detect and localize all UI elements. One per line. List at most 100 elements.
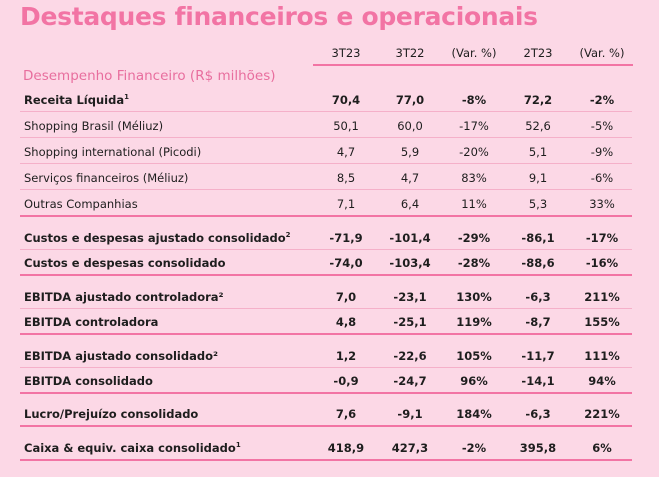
table-cell: 72,2 (523, 93, 553, 107)
table-cell: 94% (588, 374, 616, 388)
table-cell: -101,4 (389, 231, 431, 245)
table-row: Custos e despesas consolidado -74,0 -103,4… (20, 252, 632, 276)
table-cell: -25,1 (393, 315, 427, 329)
table-cell: 11% (461, 197, 487, 211)
table-cell: -11,7 (521, 349, 555, 363)
table-row: Caixa & equiv. caixa consolidado1 418,9 42… (20, 437, 632, 461)
row-label: Shopping Brasil (Méliuz) (24, 119, 164, 133)
table-cell: 130% (456, 290, 492, 304)
table-cell: 221% (584, 407, 620, 421)
table-cell: -8% (461, 93, 487, 107)
row-label: Custos e despesas consolidado (24, 256, 226, 270)
table-cell: 4,7 (336, 145, 356, 159)
page-title: Destaques financeiros e operacionais (20, 2, 538, 31)
table-cell: 6% (592, 441, 612, 455)
row-footnote: 1 (124, 93, 129, 101)
table-cell: 111% (584, 349, 620, 363)
table-cell: -17% (459, 119, 489, 133)
table-cell: 70,4 (331, 93, 361, 107)
row-label: Lucro/Prejuízo consolidado (24, 407, 199, 421)
table-cell: -6% (590, 171, 614, 185)
section-label: Desempenho Financeiro (R$ milhões) (23, 68, 276, 84)
table-cell: -0,9 (333, 374, 359, 388)
table-cell: -6,3 (525, 407, 551, 421)
column-header: 2T23 (523, 46, 553, 60)
row-label: Shopping international (Picodi) (24, 145, 202, 159)
table-row: Outras Companhias 7,1 6,4 11% 5,3 33% (20, 193, 632, 217)
table-cell: -88,6 (521, 256, 555, 270)
column-header: (Var. %) (451, 46, 497, 60)
table-cell: -20% (459, 145, 489, 159)
table-cell: -9% (590, 145, 614, 159)
table-cell: 33% (589, 197, 615, 211)
table-cell: 9,1 (528, 171, 548, 185)
column-header: (Var. %) (579, 46, 625, 60)
table-cell: -6,3 (525, 290, 551, 304)
table-cell: 52,6 (525, 119, 551, 133)
table-cell: 5,1 (528, 145, 548, 159)
table-cell: 96% (460, 374, 488, 388)
table-cell: -71,9 (329, 231, 363, 245)
table-cell: -86,1 (521, 231, 555, 245)
table-cell: 395,8 (519, 441, 557, 455)
row-label: Caixa & equiv. caixa consolidado1 (24, 441, 241, 455)
row-footnote: 1 (235, 441, 241, 449)
row-label: Outras Companhias (24, 197, 138, 211)
row-label: EBITDA ajustado consolidado² (24, 349, 219, 363)
row-label: EBITDA consolidado (24, 374, 153, 388)
table-cell: 155% (584, 315, 620, 329)
column-header: 3T23 (331, 46, 361, 60)
table-row: EBITDA ajustado consolidado² 1,2 -22,6 105%… (20, 345, 632, 368)
table-cell: 4,7 (400, 171, 420, 185)
table-cell: -103,4 (389, 256, 431, 270)
table-cell: 7,0 (335, 290, 357, 304)
row-label: Custos e despesas ajustado consolidado2 (24, 231, 291, 245)
table-row: EBITDA consolidado -0,9 -24,7 96% -14,1 94% (20, 370, 632, 394)
row-label: EBITDA ajustado controladora² (24, 290, 224, 304)
table-cell: -28% (457, 256, 491, 270)
table-cell: -14,1 (521, 374, 555, 388)
table-cell: 6,4 (400, 197, 420, 211)
table-cell: -9,1 (397, 407, 423, 421)
table-cell: -16% (585, 256, 619, 270)
table-cell: -23,1 (393, 290, 427, 304)
table-row: Custos e despesas ajustado consolidado2 -… (20, 227, 632, 250)
table-cell: -8,7 (525, 315, 551, 329)
table-cell: 105% (456, 349, 492, 363)
table-row: EBITDA controladora 4,8 -25,1 119% -8,7 155% (20, 311, 632, 335)
table-row: Shopping Brasil (Méliuz) 50,1 60,0 -17% 52,6… (20, 115, 632, 138)
table-cell: -2% (589, 93, 615, 107)
table-cell: 7,1 (336, 197, 356, 211)
table-cell: 427,3 (391, 441, 429, 455)
table-row: Receita Líquida1 70,4 77,0 -8% 72,2 -2% (20, 89, 632, 112)
table-cell: -22,6 (393, 349, 427, 363)
table-cell: 83% (461, 171, 487, 185)
table-cell: 1,2 (335, 349, 357, 363)
table-cell: 8,5 (336, 171, 356, 185)
table-cell: -24,7 (393, 374, 427, 388)
table-cell: -29% (457, 231, 491, 245)
table-cell: -74,0 (329, 256, 363, 270)
column-header: 3T22 (395, 46, 425, 60)
table-cell: 211% (584, 290, 620, 304)
table-cell: 77,0 (395, 93, 425, 107)
table-cell: 50,1 (333, 119, 359, 133)
table-cell: 184% (456, 407, 492, 421)
table-cell: 119% (456, 315, 492, 329)
row-label: Serviços financeiros (Méliuz) (24, 171, 189, 185)
row-footnote: 2 (285, 231, 291, 239)
table-cell: -5% (590, 119, 614, 133)
table-cell: 7,6 (335, 407, 357, 421)
table-row: Shopping international (Picodi) 4,7 5,9 -20… (20, 141, 632, 164)
table-cell: -2% (461, 441, 487, 455)
table-cell: 5,9 (400, 145, 420, 159)
header-divider (313, 64, 633, 66)
table-cell: 5,3 (528, 197, 548, 211)
table-row: Serviços financeiros (Méliuz) 8,5 4,7 83% 9,… (20, 167, 632, 190)
row-label: Receita Líquida1 (24, 93, 129, 107)
table-cell: 60,0 (397, 119, 423, 133)
table-cell: 4,8 (335, 315, 357, 329)
table-row: Lucro/Prejuízo consolidado 7,6 -9,1 184% -6,… (20, 403, 632, 427)
table-cell: 418,9 (327, 441, 365, 455)
table-cell: -17% (585, 231, 619, 245)
